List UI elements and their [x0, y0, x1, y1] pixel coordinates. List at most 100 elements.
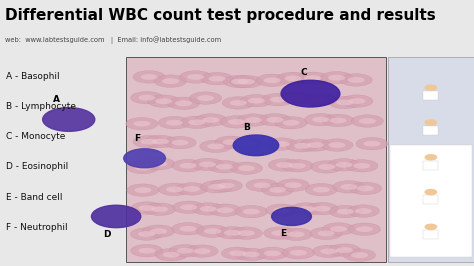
Ellipse shape: [264, 227, 296, 239]
Ellipse shape: [221, 247, 254, 260]
Ellipse shape: [313, 187, 330, 193]
FancyBboxPatch shape: [423, 230, 438, 239]
Ellipse shape: [364, 141, 381, 147]
Ellipse shape: [283, 247, 315, 259]
Ellipse shape: [180, 204, 197, 210]
Ellipse shape: [262, 93, 294, 106]
Ellipse shape: [296, 72, 328, 85]
Ellipse shape: [243, 251, 260, 257]
Ellipse shape: [349, 182, 382, 195]
Text: D: D: [103, 230, 110, 239]
Ellipse shape: [320, 248, 337, 254]
Ellipse shape: [191, 158, 224, 171]
Ellipse shape: [279, 92, 311, 104]
Ellipse shape: [351, 115, 383, 127]
Ellipse shape: [290, 250, 307, 256]
Ellipse shape: [230, 227, 262, 239]
Ellipse shape: [190, 92, 222, 104]
Ellipse shape: [197, 225, 229, 238]
Ellipse shape: [284, 182, 301, 188]
Ellipse shape: [230, 100, 247, 106]
Ellipse shape: [131, 244, 163, 257]
Ellipse shape: [237, 114, 269, 126]
Ellipse shape: [269, 187, 286, 193]
Ellipse shape: [336, 247, 353, 253]
Text: Differential WBC count test procedure and results: Differential WBC count test procedure an…: [5, 8, 436, 23]
Ellipse shape: [336, 162, 353, 168]
Circle shape: [425, 85, 437, 90]
Ellipse shape: [172, 159, 204, 172]
Ellipse shape: [143, 225, 175, 238]
Ellipse shape: [294, 143, 311, 149]
Ellipse shape: [305, 184, 337, 196]
Ellipse shape: [133, 121, 150, 127]
Ellipse shape: [289, 163, 306, 169]
Ellipse shape: [288, 231, 305, 237]
Ellipse shape: [276, 162, 293, 168]
Ellipse shape: [357, 186, 374, 191]
Ellipse shape: [150, 228, 167, 234]
Ellipse shape: [163, 252, 180, 258]
Ellipse shape: [291, 203, 323, 215]
Ellipse shape: [248, 98, 265, 104]
Ellipse shape: [277, 72, 309, 85]
Circle shape: [425, 224, 437, 230]
Text: F: F: [135, 134, 140, 143]
Ellipse shape: [172, 140, 189, 146]
Ellipse shape: [237, 230, 255, 236]
Ellipse shape: [304, 75, 321, 81]
Ellipse shape: [167, 97, 200, 110]
Ellipse shape: [216, 227, 248, 239]
Ellipse shape: [200, 206, 217, 212]
Ellipse shape: [138, 95, 155, 101]
Ellipse shape: [322, 114, 354, 127]
Ellipse shape: [347, 205, 379, 217]
Ellipse shape: [230, 162, 263, 174]
Ellipse shape: [131, 92, 163, 104]
FancyBboxPatch shape: [423, 91, 438, 100]
Circle shape: [425, 120, 437, 125]
Ellipse shape: [181, 116, 213, 128]
Ellipse shape: [264, 77, 281, 83]
Ellipse shape: [286, 140, 319, 152]
Ellipse shape: [306, 202, 338, 215]
Ellipse shape: [138, 205, 155, 211]
Ellipse shape: [180, 163, 197, 169]
Ellipse shape: [328, 142, 346, 148]
Ellipse shape: [200, 140, 232, 153]
Ellipse shape: [336, 99, 353, 105]
Ellipse shape: [166, 186, 183, 192]
Ellipse shape: [321, 139, 353, 151]
Text: F - Neutrophil: F - Neutrophil: [6, 223, 67, 232]
Ellipse shape: [266, 117, 283, 123]
Text: C: C: [300, 68, 307, 77]
FancyBboxPatch shape: [390, 145, 472, 257]
Ellipse shape: [126, 118, 158, 130]
Ellipse shape: [215, 136, 247, 148]
Ellipse shape: [329, 118, 346, 123]
Ellipse shape: [256, 74, 288, 86]
Ellipse shape: [141, 74, 158, 80]
Ellipse shape: [320, 72, 353, 84]
Ellipse shape: [131, 202, 163, 214]
Ellipse shape: [134, 187, 151, 193]
Ellipse shape: [141, 139, 158, 145]
Ellipse shape: [333, 181, 365, 193]
Ellipse shape: [347, 77, 365, 83]
Ellipse shape: [283, 120, 300, 126]
Ellipse shape: [275, 117, 307, 129]
Ellipse shape: [353, 163, 370, 169]
Ellipse shape: [177, 248, 194, 254]
Ellipse shape: [155, 75, 187, 87]
Ellipse shape: [259, 114, 291, 126]
Ellipse shape: [268, 159, 301, 171]
Ellipse shape: [312, 117, 329, 123]
Ellipse shape: [318, 164, 335, 170]
Ellipse shape: [195, 114, 227, 126]
Ellipse shape: [230, 137, 262, 149]
Ellipse shape: [313, 245, 345, 257]
Ellipse shape: [150, 161, 167, 167]
Ellipse shape: [152, 139, 169, 144]
Ellipse shape: [204, 228, 221, 234]
Text: B: B: [243, 123, 250, 131]
